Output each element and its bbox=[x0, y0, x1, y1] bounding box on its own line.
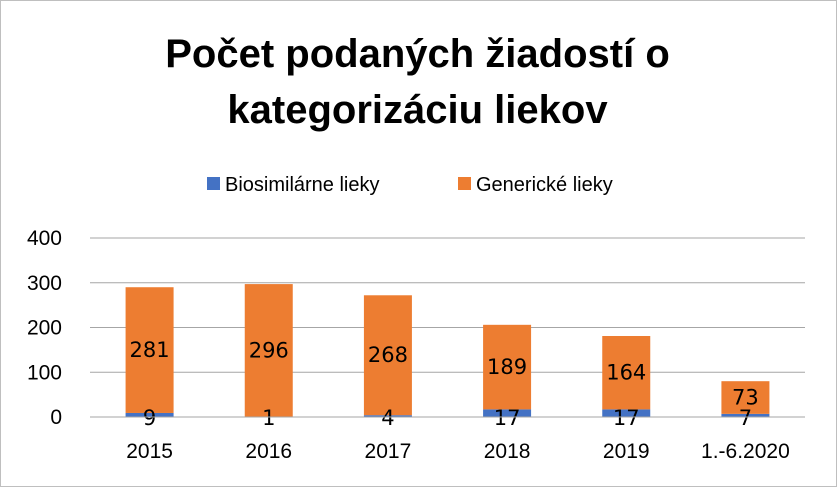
x-tick-label-2: 2017 bbox=[365, 440, 412, 463]
chart-title-line-2: kategorizáciu liekov bbox=[227, 88, 608, 132]
data-label-biosimilar-5: 7 bbox=[739, 406, 752, 430]
x-tick-label-1: 2016 bbox=[245, 440, 292, 463]
y-tick-label-3: 300 bbox=[27, 272, 62, 295]
data-label-generic-4: 164 bbox=[606, 361, 646, 385]
data-label-biosimilar-3: 17 bbox=[494, 406, 521, 430]
data-label-generic-3: 189 bbox=[487, 355, 527, 379]
x-axis: 2015 2016 2017 2018 2019 1.-6.2020 bbox=[90, 416, 805, 463]
bars: 9 281 1 296 4 268 17 189 17 164 773 bbox=[125, 284, 770, 430]
y-axis: 0 100 200 300 400 bbox=[27, 227, 62, 429]
bar-biosimilar-2 bbox=[363, 415, 412, 417]
y-tick-label-2: 200 bbox=[27, 317, 62, 340]
bar-generic-0 bbox=[125, 287, 174, 413]
data-label-biosimilar-0: 9 bbox=[143, 406, 156, 430]
x-tick-label-0: 2015 bbox=[126, 440, 173, 463]
legend-label-generic: Generické lieky bbox=[476, 174, 613, 196]
bar-biosimilar-3 bbox=[483, 409, 532, 417]
data-label-generic-0: 281 bbox=[130, 338, 170, 362]
data-label-generic-5: 73 bbox=[732, 386, 759, 410]
bar-biosimilar-4 bbox=[602, 409, 651, 417]
chart-title: Počet podaných žiadostí o kategorizáciu … bbox=[0, 26, 835, 138]
x-tick-label-4: 2019 bbox=[603, 440, 650, 463]
x-tick-label-5: 1.-6.2020 bbox=[701, 440, 790, 463]
legend: Biosimilárne lieky Generické lieky bbox=[207, 174, 613, 196]
bar-generic-3 bbox=[483, 324, 532, 410]
bar-generic-1 bbox=[244, 284, 293, 417]
data-label-biosimilar-1: 1 bbox=[262, 406, 275, 430]
data-label-generic-1: 296 bbox=[249, 338, 289, 362]
x-tick-label-3: 2018 bbox=[484, 440, 531, 463]
bar-biosimilar-5 bbox=[721, 413, 770, 417]
bar-biosimilar-0 bbox=[125, 412, 174, 417]
data-label-biosimilar-4: 17 bbox=[613, 406, 640, 430]
data-label-generic-2: 268 bbox=[368, 343, 408, 367]
legend-label-biosimilar: Biosimilárne lieky bbox=[225, 174, 380, 196]
chart-title-line-1: Počet podaných žiadostí o bbox=[165, 32, 670, 76]
bar-generic-2 bbox=[363, 295, 412, 416]
y-tick-label-4: 400 bbox=[27, 227, 62, 250]
gridlines bbox=[90, 237, 805, 418]
legend-swatch-generic bbox=[458, 177, 471, 190]
y-tick-label-1: 100 bbox=[27, 361, 62, 384]
bar-generic-5 bbox=[721, 381, 770, 414]
y-tick-label-0: 0 bbox=[50, 406, 62, 429]
bar-generic-4 bbox=[602, 336, 651, 410]
legend-swatch-biosimilar bbox=[207, 177, 220, 190]
data-label-biosimilar-2: 4 bbox=[381, 406, 394, 430]
